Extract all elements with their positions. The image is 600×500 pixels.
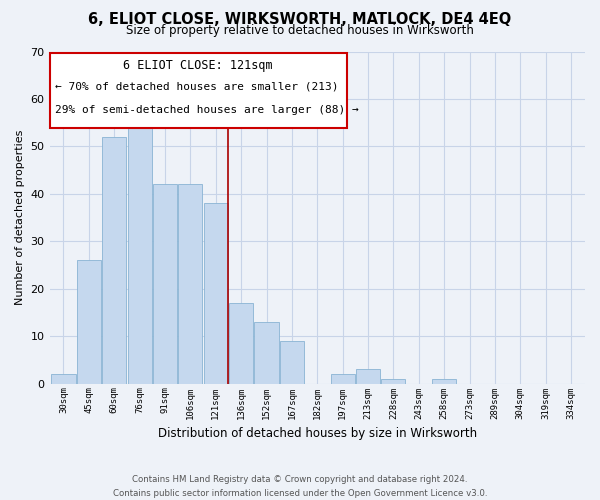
Bar: [153, 184, 177, 384]
Bar: [356, 370, 380, 384]
Text: Size of property relative to detached houses in Wirksworth: Size of property relative to detached ho…: [126, 24, 474, 37]
Bar: [432, 379, 456, 384]
Text: Contains HM Land Registry data © Crown copyright and database right 2024.
Contai: Contains HM Land Registry data © Crown c…: [113, 476, 487, 498]
Bar: [204, 204, 228, 384]
X-axis label: Distribution of detached houses by size in Wirksworth: Distribution of detached houses by size …: [158, 427, 477, 440]
Text: 6, ELIOT CLOSE, WIRKSWORTH, MATLOCK, DE4 4EQ: 6, ELIOT CLOSE, WIRKSWORTH, MATLOCK, DE4…: [88, 12, 512, 28]
Y-axis label: Number of detached properties: Number of detached properties: [15, 130, 25, 306]
Text: 6 ELIOT CLOSE: 121sqm: 6 ELIOT CLOSE: 121sqm: [124, 59, 273, 72]
Bar: [229, 303, 253, 384]
Bar: [254, 322, 278, 384]
Bar: [128, 122, 152, 384]
FancyBboxPatch shape: [50, 53, 347, 128]
Text: 29% of semi-detached houses are larger (88) →: 29% of semi-detached houses are larger (…: [55, 104, 359, 115]
Bar: [102, 137, 127, 384]
Bar: [280, 341, 304, 384]
Bar: [52, 374, 76, 384]
Text: ← 70% of detached houses are smaller (213): ← 70% of detached houses are smaller (21…: [55, 82, 338, 92]
Bar: [331, 374, 355, 384]
Bar: [178, 184, 202, 384]
Bar: [77, 260, 101, 384]
Bar: [382, 379, 406, 384]
